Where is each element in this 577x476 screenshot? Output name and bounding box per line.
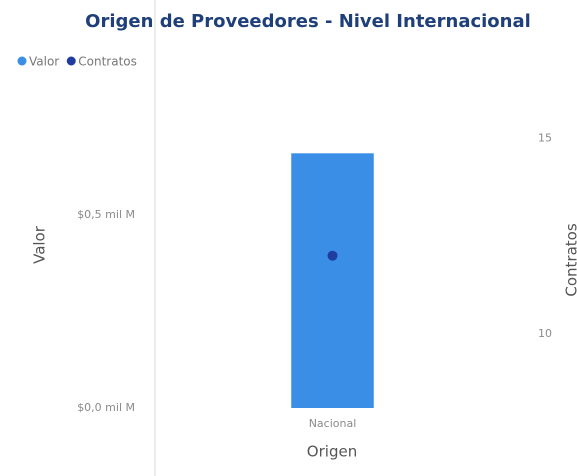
- y2-tick-label: 10: [538, 327, 552, 340]
- legend-marker: [66, 56, 76, 66]
- legend-label: Contratos: [78, 55, 137, 69]
- y2-tick-label: 15: [538, 132, 552, 145]
- y-axis-title: Valor: [31, 225, 49, 264]
- x-axis-title: Origen: [307, 443, 357, 461]
- chart-title: Origen de Proveedores - Nivel Internacio…: [85, 11, 531, 32]
- bar: [291, 153, 374, 408]
- y-tick-label: $0,0 mil M: [77, 401, 135, 414]
- legend-label: Valor: [29, 55, 59, 69]
- point: [327, 250, 338, 261]
- y-tick-label: $0,5 mil M: [77, 208, 135, 221]
- x-tick-label: Nacional: [309, 417, 357, 430]
- y2-axis-title: Contratos: [563, 223, 577, 296]
- legend-marker: [17, 56, 27, 66]
